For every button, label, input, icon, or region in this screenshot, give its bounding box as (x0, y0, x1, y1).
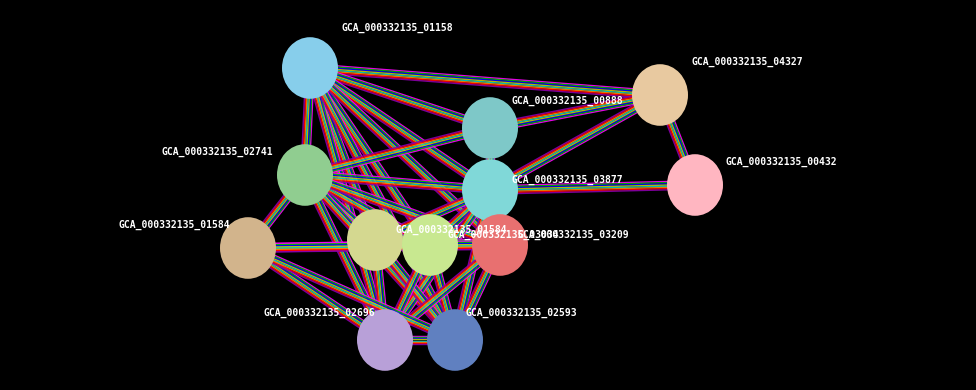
Ellipse shape (402, 214, 458, 276)
Ellipse shape (472, 214, 528, 276)
Text: GCA_000332135_03877: GCA_000332135_03877 (512, 175, 624, 185)
Ellipse shape (277, 144, 333, 206)
Ellipse shape (632, 64, 688, 126)
Ellipse shape (427, 309, 483, 371)
Text: GCA_000332135_00888: GCA_000332135_00888 (512, 96, 624, 106)
Ellipse shape (282, 37, 338, 99)
Ellipse shape (220, 217, 276, 279)
Text: GCA_000332135_01158: GCA_000332135_01158 (342, 23, 454, 33)
Ellipse shape (667, 154, 723, 216)
Text: GCA_000332135_01584: GCA_000332135_01584 (395, 225, 507, 235)
Text: GCA_000332135_04327: GCA_000332135_04327 (692, 57, 803, 67)
Ellipse shape (462, 159, 518, 221)
Ellipse shape (347, 209, 403, 271)
Text: GCA_000332135_02741: GCA_000332135_02741 (161, 147, 273, 157)
Text: GCA_000332135_02593: GCA_000332135_02593 (465, 308, 577, 318)
Text: GCA_000332135_00432: GCA_000332135_00432 (725, 157, 836, 167)
Text: GCA_000332135_01584: GCA_000332135_01584 (118, 220, 230, 230)
Ellipse shape (462, 97, 518, 159)
Text: GCA_000332135_03209: GCA_000332135_03209 (518, 230, 630, 240)
Text: GCA_000332135_02696: GCA_000332135_02696 (264, 308, 375, 318)
Text: GCA_000332135_03034: GCA_000332135_03034 (448, 230, 559, 240)
Ellipse shape (357, 309, 413, 371)
